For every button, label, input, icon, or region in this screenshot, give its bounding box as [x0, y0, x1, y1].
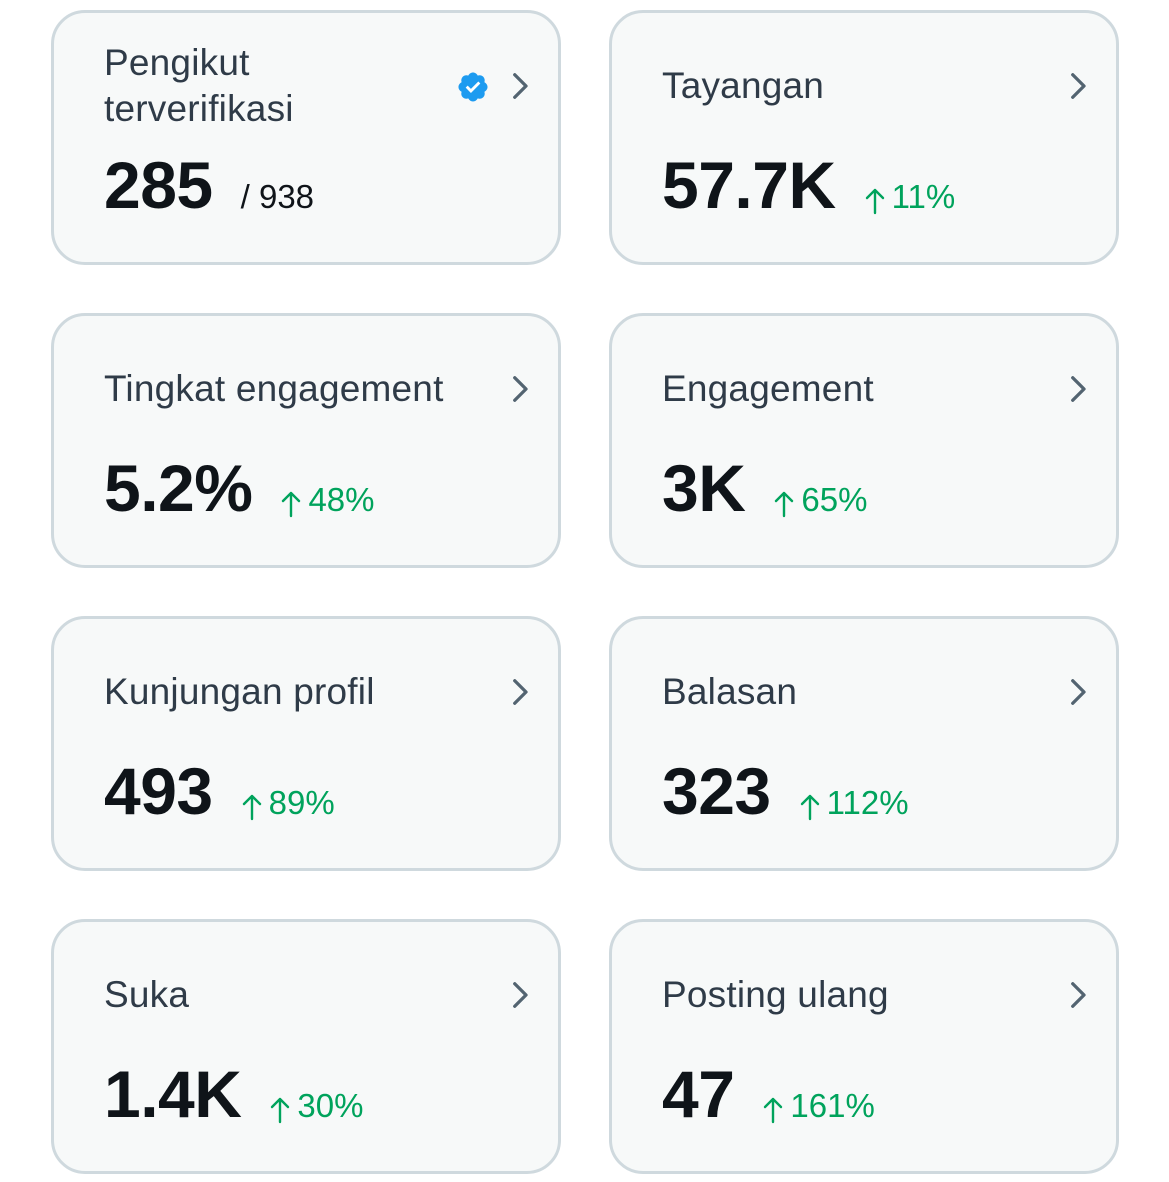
- arrow-up-icon: [775, 491, 794, 518]
- card-impressions[interactable]: Tayangan 57.7K 11%: [609, 10, 1119, 265]
- metric-change: 11%: [864, 178, 956, 216]
- chevron-right-icon: [1071, 376, 1086, 402]
- metric-change: 161%: [762, 1087, 875, 1125]
- verified-badge-icon: [458, 72, 488, 102]
- metric-change-value: 65%: [801, 481, 868, 518]
- card-replies[interactable]: Balasan 323 112%: [609, 616, 1119, 871]
- chevron-right-icon: [513, 376, 528, 402]
- card-title: Tayangan: [662, 65, 825, 106]
- chevron-right-icon: [513, 982, 528, 1008]
- arrow-up-icon: [282, 491, 301, 518]
- metric-change-value: 89%: [268, 784, 335, 821]
- metric-row: 47 161%: [662, 1054, 875, 1134]
- metric-row: 57.7K 11%: [662, 145, 955, 225]
- arrow-up-icon: [865, 188, 884, 215]
- card-title: Kunjungan profil: [104, 671, 375, 712]
- metric-row: 1.4K 30%: [104, 1054, 363, 1134]
- metric-change: 30%: [269, 1087, 363, 1125]
- card-title: Tingkat engagement: [104, 368, 444, 409]
- metric-value: 57.7K: [662, 148, 836, 222]
- arrow-up-icon: [764, 1097, 783, 1124]
- card-engagement-rate[interactable]: Tingkat engagement 5.2% 48%: [51, 313, 561, 568]
- metric-change: 48%: [280, 481, 375, 519]
- metric-row: 3K 65%: [662, 448, 867, 528]
- metric-total: / 938: [240, 178, 315, 215]
- analytics-grid: Pengikut terverifikasi 285 / 938 Tayanga…: [51, 10, 1119, 1174]
- card-title: Suka: [104, 974, 190, 1015]
- chevron-right-icon: [1071, 73, 1086, 99]
- chevron-right-icon: [513, 73, 528, 99]
- metric-change-value: 112%: [826, 784, 909, 821]
- metric-value: 1.4K: [104, 1057, 242, 1131]
- metric-value: 47: [662, 1057, 735, 1131]
- card-title: Pengikut terverifikasi: [104, 42, 294, 129]
- metric-change-value: 161%: [790, 1087, 875, 1124]
- metric-row: 5.2% 48%: [104, 448, 375, 528]
- metric-value: 285: [104, 148, 213, 222]
- metric-change-value: 48%: [308, 481, 375, 518]
- card-profile-visits[interactable]: Kunjungan profil 493 89%: [51, 616, 561, 871]
- chevron-right-icon: [1071, 982, 1086, 1008]
- arrow-up-icon: [271, 1097, 290, 1124]
- metric-change: 112%: [799, 784, 909, 822]
- metric-change-value: 11%: [891, 178, 956, 215]
- arrow-up-icon: [800, 794, 819, 821]
- metric-row: 323 112%: [662, 751, 909, 831]
- metric-change: 65%: [773, 481, 867, 519]
- card-verified-followers[interactable]: Pengikut terverifikasi 285 / 938: [51, 10, 561, 265]
- chevron-right-icon: [1071, 679, 1086, 705]
- metric-value: 5.2%: [104, 451, 253, 525]
- card-title: Posting ulang: [662, 974, 889, 1015]
- metric-change-value: 30%: [297, 1087, 364, 1124]
- chevron-right-icon: [513, 679, 528, 705]
- card-likes[interactable]: Suka 1.4K 30%: [51, 919, 561, 1174]
- metric-value: 493: [104, 754, 213, 828]
- metric-change: 89%: [241, 784, 335, 822]
- card-reposts[interactable]: Posting ulang 47 161%: [609, 919, 1119, 1174]
- metric-row: 285 / 938: [104, 145, 314, 225]
- metric-row: 493 89%: [104, 751, 335, 831]
- card-title: Balasan: [662, 671, 798, 712]
- card-title: Engagement: [662, 368, 874, 409]
- arrow-up-icon: [242, 794, 261, 821]
- card-engagement[interactable]: Engagement 3K 65%: [609, 313, 1119, 568]
- metric-value: 3K: [662, 451, 746, 525]
- metric-value: 323: [662, 754, 771, 828]
